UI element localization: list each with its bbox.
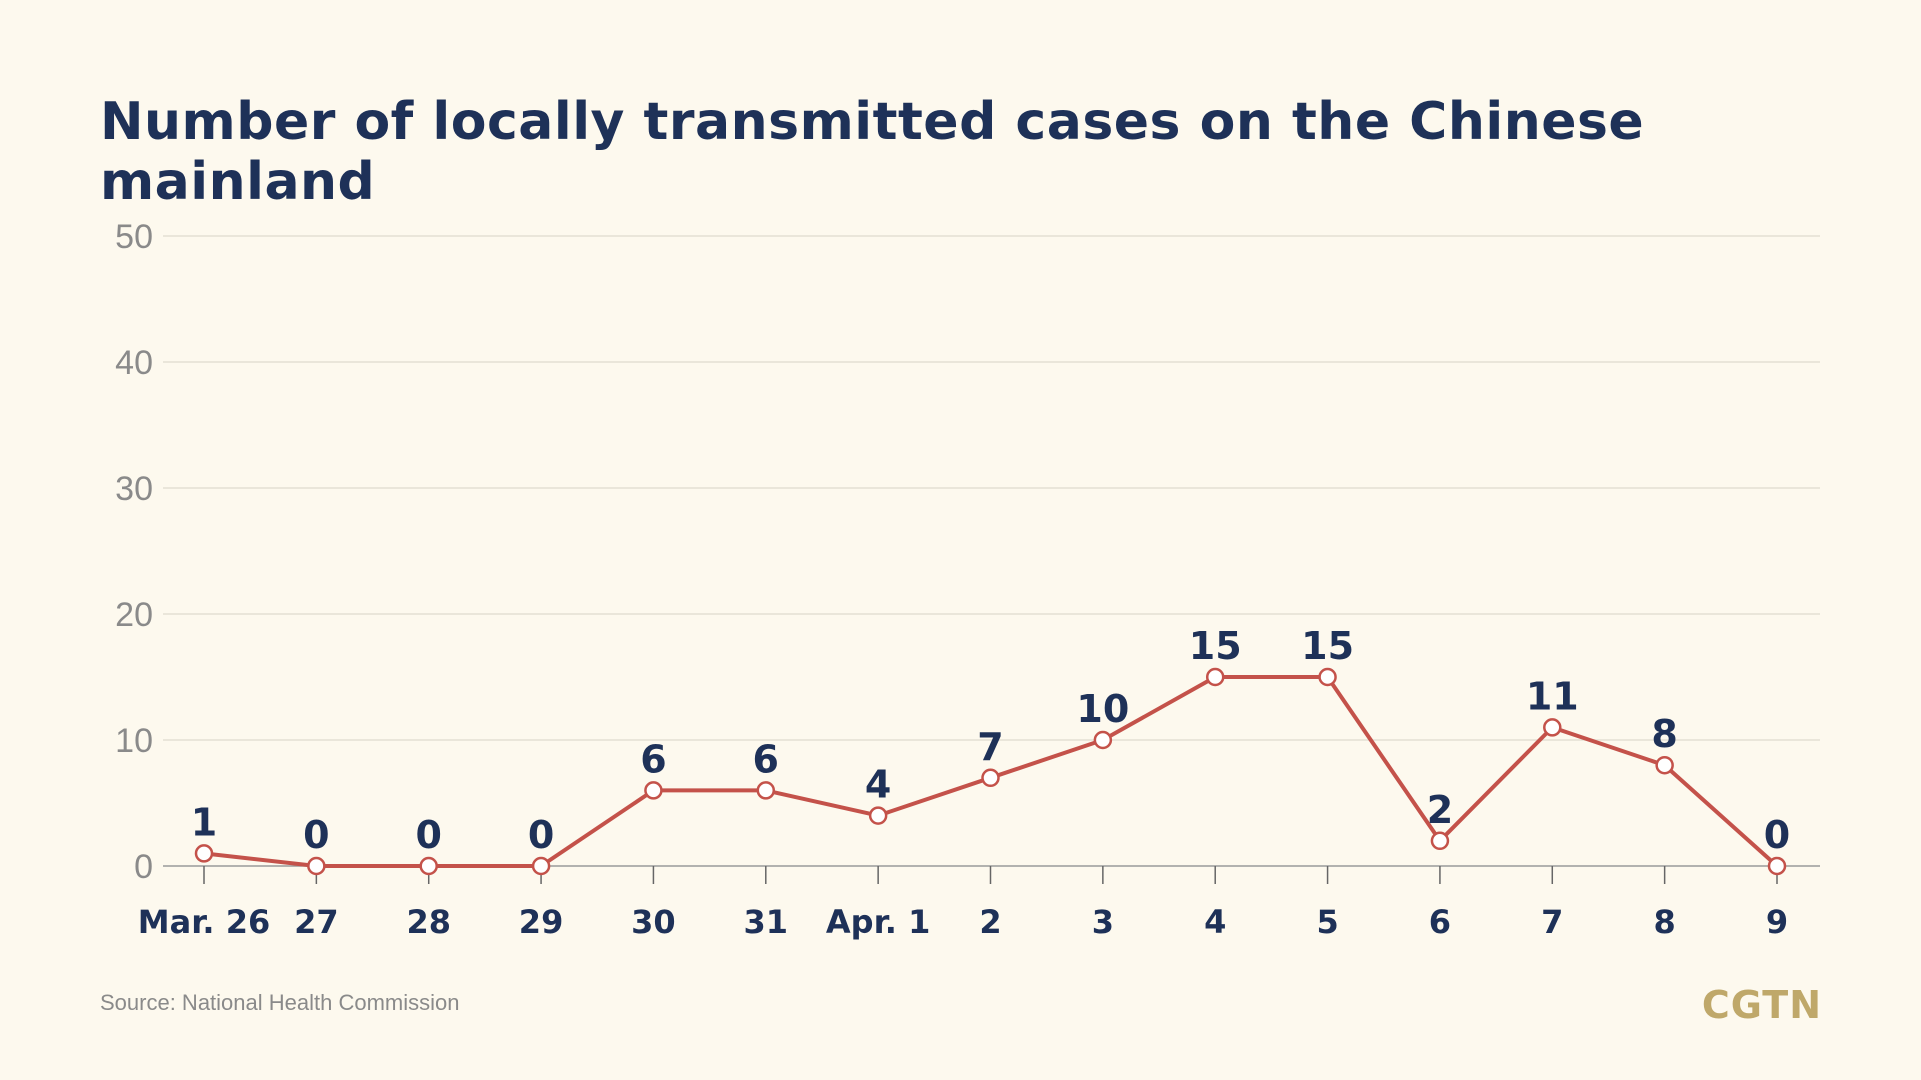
x-tick-label: 5	[1316, 903, 1338, 941]
data-point	[531, 856, 551, 876]
data-point	[419, 856, 438, 876]
x-tick-label: 6	[1429, 903, 1451, 941]
grid-lines	[163, 235, 1820, 741]
data-label: 15	[1301, 624, 1354, 668]
data-label: 6	[640, 737, 666, 781]
data-label: 10	[1076, 687, 1129, 731]
data-point	[1318, 667, 1337, 687]
data-point	[981, 768, 1000, 788]
x-tick-label: 30	[631, 903, 676, 941]
y-tick-label: 50	[115, 218, 153, 256]
x-tick-label: 2	[979, 903, 1001, 941]
x-tick-label: 9	[1766, 903, 1788, 941]
data-label: 0	[415, 813, 441, 857]
x-tick-label: 28	[406, 903, 451, 941]
data-point	[1655, 755, 1674, 775]
data-point	[756, 781, 776, 800]
x-tick-label: 4	[1204, 903, 1226, 941]
x-tick-label: 31	[744, 903, 789, 941]
x-tick-label: Apr. 1	[826, 903, 930, 941]
data-point	[1430, 831, 1450, 851]
y-axis-tick-labels: 0 10 20 30 40 50	[115, 218, 153, 886]
x-tick-label: 3	[1092, 903, 1114, 941]
data-label: 8	[1651, 712, 1677, 756]
data-label: 7	[977, 725, 1003, 769]
y-tick-label: 0	[134, 848, 153, 886]
data-label: 0	[1764, 813, 1790, 857]
data-label: 0	[528, 813, 554, 857]
x-tick-label: Mar. 26	[138, 903, 270, 941]
data-point	[307, 856, 326, 876]
data-points	[194, 667, 1787, 876]
x-tick-label: 7	[1541, 903, 1563, 941]
data-label: 2	[1427, 788, 1453, 832]
data-point	[644, 781, 663, 800]
data-label: 11	[1526, 674, 1579, 718]
data-point	[868, 806, 888, 825]
data-point	[1093, 730, 1113, 750]
data-point	[1543, 718, 1562, 737]
data-point	[1205, 667, 1225, 687]
source-note: Source: National Health Commission	[100, 990, 460, 1015]
y-tick-label: 30	[115, 470, 153, 508]
data-point	[194, 844, 214, 863]
y-tick-label: 20	[115, 596, 153, 634]
x-tick-label: 27	[294, 903, 339, 941]
cgtn-logo: CGTN	[1701, 983, 1822, 1027]
data-label: 4	[865, 763, 891, 807]
data-label: 15	[1189, 624, 1242, 668]
x-axis-ticks	[203, 866, 1778, 884]
data-label: 1	[191, 800, 217, 844]
data-label: 0	[303, 813, 329, 857]
x-axis-tick-labels: Mar. 26 27 28 29 30 31 Apr. 1 2 3 4 5 6 7 8 9	[138, 903, 1788, 941]
x-tick-label: 29	[519, 903, 564, 941]
data-label: 6	[753, 737, 779, 781]
y-tick-label: 40	[115, 344, 153, 382]
y-tick-label: 10	[115, 722, 153, 760]
data-point	[1767, 856, 1787, 876]
x-tick-label: 8	[1654, 903, 1676, 941]
chart-title: Number of locally transmitted cases on t…	[100, 92, 1645, 212]
